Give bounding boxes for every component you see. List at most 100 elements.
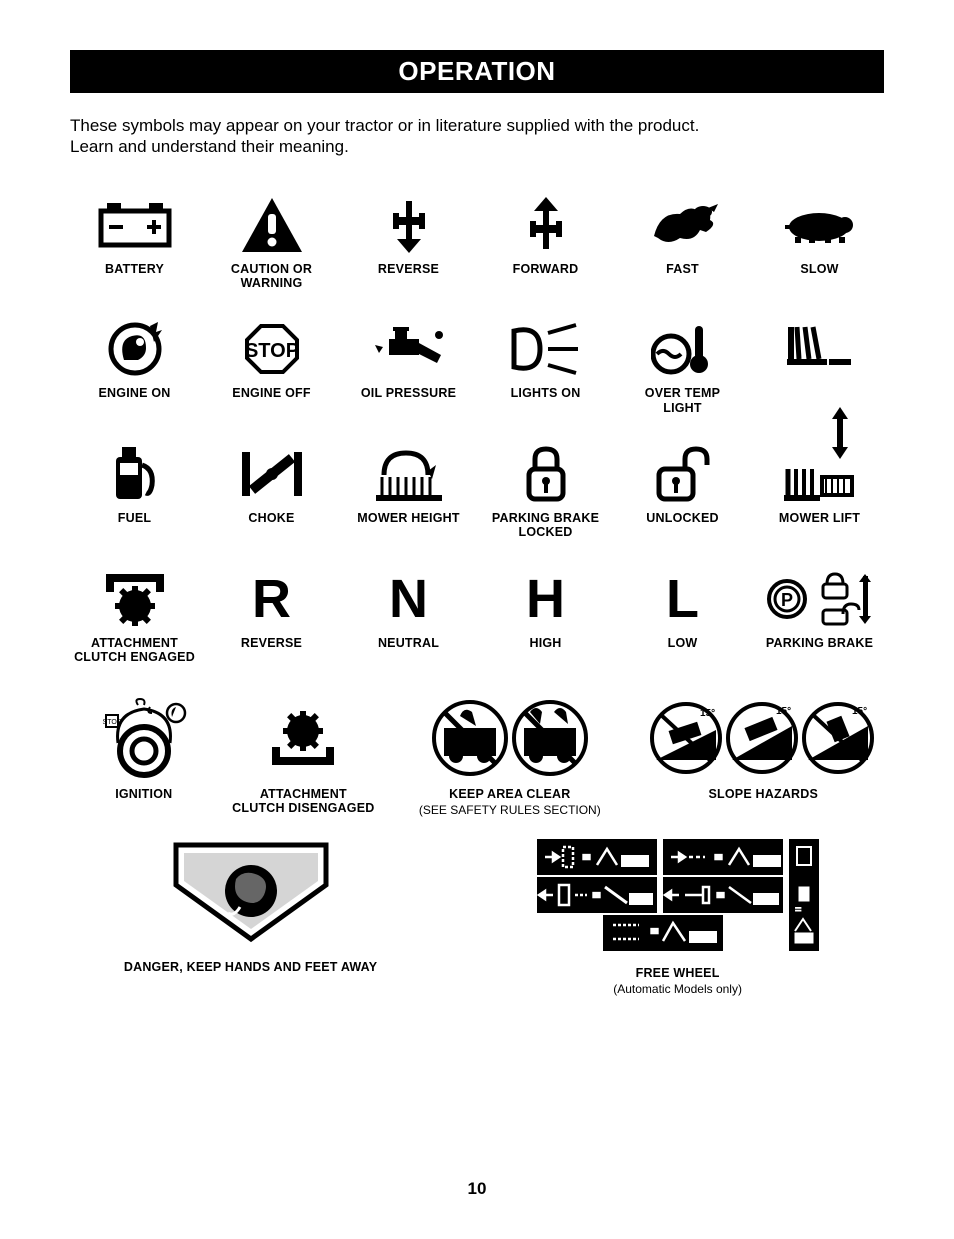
- unlock-icon: [618, 443, 747, 505]
- page-number: 10: [0, 1179, 954, 1199]
- cell-high-letter: H HIGH: [481, 568, 610, 665]
- cell-slope-hazards: 15° 15° 15° SLOPE HAZARDS: [643, 695, 884, 817]
- cell-forward: FORWARD: [481, 194, 610, 291]
- cell-ignition: STOP IGNITION: [70, 695, 218, 817]
- fuel-icon: [70, 443, 199, 505]
- cell-attachment-disengaged: ATTACHMENT CLUTCH DISENGAGED: [230, 695, 378, 817]
- svg-text:15°: 15°: [700, 708, 715, 719]
- label: HIGH: [529, 636, 561, 650]
- label: ATTACHMENT CLUTCH DISENGAGED: [232, 787, 374, 816]
- cell-parking-brake-locked: PARKING BRAKE LOCKED: [481, 443, 610, 540]
- label: LIGHTS ON: [511, 386, 581, 400]
- cell-reverse-letter: R REVERSE: [207, 568, 336, 665]
- label: IGNITION: [115, 787, 172, 801]
- caution-icon: [207, 194, 336, 256]
- svg-text:=: =: [583, 850, 590, 864]
- row-bottom: STOP IGNITION: [70, 695, 884, 817]
- label: UNLOCKED: [646, 511, 718, 525]
- label: BATTERY: [105, 262, 164, 276]
- slow-icon: [755, 194, 884, 256]
- label: FREE WHEEL: [636, 966, 720, 980]
- svg-text:P: P: [780, 590, 792, 610]
- cell-battery: BATTERY: [70, 194, 199, 291]
- svg-text:=: =: [651, 924, 658, 938]
- svg-text:=: =: [717, 888, 724, 902]
- label: SLOPE HAZARDS: [708, 787, 818, 801]
- free-wheel-icon: = = =: [533, 835, 823, 960]
- letter-l-icon: L: [618, 568, 747, 630]
- danger-row: DANGER, KEEP HANDS AND FEET AWAY =: [70, 835, 884, 996]
- cell-fuel: FUEL: [70, 443, 199, 540]
- label: MOWER HEIGHT: [357, 511, 459, 525]
- svg-text:15°: 15°: [776, 706, 791, 717]
- cell-engine-on: ENGINE ON: [70, 318, 199, 415]
- label: FAST: [666, 262, 699, 276]
- label: FORWARD: [513, 262, 579, 276]
- cell-oil-pressure: OIL PRESSURE: [344, 318, 473, 415]
- letter-n-icon: N: [344, 568, 473, 630]
- lights-on-icon: [481, 318, 610, 380]
- cell-free-wheel: = = =: [471, 835, 884, 996]
- lock-icon: [481, 443, 610, 505]
- label: LOW: [668, 636, 698, 650]
- keep-area-clear-icon: [430, 695, 590, 781]
- forward-icon: [481, 194, 610, 256]
- label: KEEP AREA CLEAR: [449, 787, 570, 801]
- label: ATTACHMENT CLUTCH ENGAGED: [74, 636, 195, 665]
- label: PARKING BRAKE LOCKED: [492, 511, 599, 540]
- svg-text:=: =: [795, 904, 801, 916]
- attachment-engaged-icon: [70, 568, 199, 630]
- cell-over-temp: OVER TEMP LIGHT: [618, 318, 747, 415]
- battery-icon: [70, 194, 199, 256]
- attachment-disengaged-icon: [268, 695, 338, 781]
- fast-icon: [618, 194, 747, 256]
- intro-text: These symbols may appear on your tractor…: [70, 115, 884, 158]
- mower-lift-icon: [755, 443, 884, 505]
- danger-icon: [166, 835, 336, 950]
- cell-fast: FAST: [618, 194, 747, 291]
- cell-mower-height: MOWER HEIGHT: [344, 443, 473, 540]
- mower-lift-upper-icon: [755, 318, 884, 380]
- mower-height-icon: [344, 443, 473, 505]
- svg-text:=: =: [593, 888, 600, 902]
- cell-neutral-letter: N NEUTRAL: [344, 568, 473, 665]
- see-safety-note: (SEE SAFETY RULES SECTION): [419, 803, 601, 817]
- slope-hazards-icon: 15° 15° 15°: [648, 695, 878, 781]
- label: DANGER, KEEP HANDS AND FEET AWAY: [124, 960, 377, 974]
- svg-text:STOP: STOP: [102, 719, 121, 726]
- label: REVERSE: [241, 636, 302, 650]
- cell-danger: DANGER, KEEP HANDS AND FEET AWAY: [70, 835, 431, 996]
- cell-keep-area-clear: KEEP AREA CLEAR (SEE SAFETY RULES SECTIO…: [389, 695, 630, 817]
- label: NEUTRAL: [378, 636, 439, 650]
- svg-text:15°: 15°: [852, 706, 867, 717]
- letter-r-icon: R: [207, 568, 336, 630]
- cell-engine-off: STOP ENGINE OFF: [207, 318, 336, 415]
- over-temp-icon: [618, 318, 747, 380]
- cell-mower-lift: MOWER LIFT: [755, 443, 884, 540]
- cell-choke: CHOKE: [207, 443, 336, 540]
- ignition-icon: STOP: [94, 695, 194, 781]
- label: MOWER LIFT: [779, 511, 860, 525]
- symbol-grid: BATTERY CAUTION OR WARNING REVERSE: [70, 194, 884, 665]
- engine-off-icon: STOP: [207, 318, 336, 380]
- label: ENGINE OFF: [232, 386, 310, 400]
- cell-low-letter: L LOW: [618, 568, 747, 665]
- free-wheel-sub: (Automatic Models only): [613, 982, 742, 996]
- reverse-icon: [344, 194, 473, 256]
- cell-attachment-engaged: ATTACHMENT CLUTCH ENGAGED: [70, 568, 199, 665]
- label: SLOW: [800, 262, 838, 276]
- svg-text:STOP: STOP: [244, 340, 298, 362]
- section-header: OPERATION: [70, 50, 884, 93]
- cell-unlocked: UNLOCKED: [618, 443, 747, 540]
- cell-reverse: REVERSE: [344, 194, 473, 291]
- cell-mower-lift-upper: [755, 318, 884, 415]
- oil-pressure-icon: [344, 318, 473, 380]
- cell-slow: SLOW: [755, 194, 884, 291]
- label: OIL PRESSURE: [361, 386, 456, 400]
- cell-caution: CAUTION OR WARNING: [207, 194, 336, 291]
- engine-on-icon: [70, 318, 199, 380]
- label: OVER TEMP LIGHT: [645, 386, 720, 415]
- choke-icon: [207, 443, 336, 505]
- label: PARKING BRAKE: [766, 636, 873, 650]
- label: CAUTION OR WARNING: [231, 262, 312, 291]
